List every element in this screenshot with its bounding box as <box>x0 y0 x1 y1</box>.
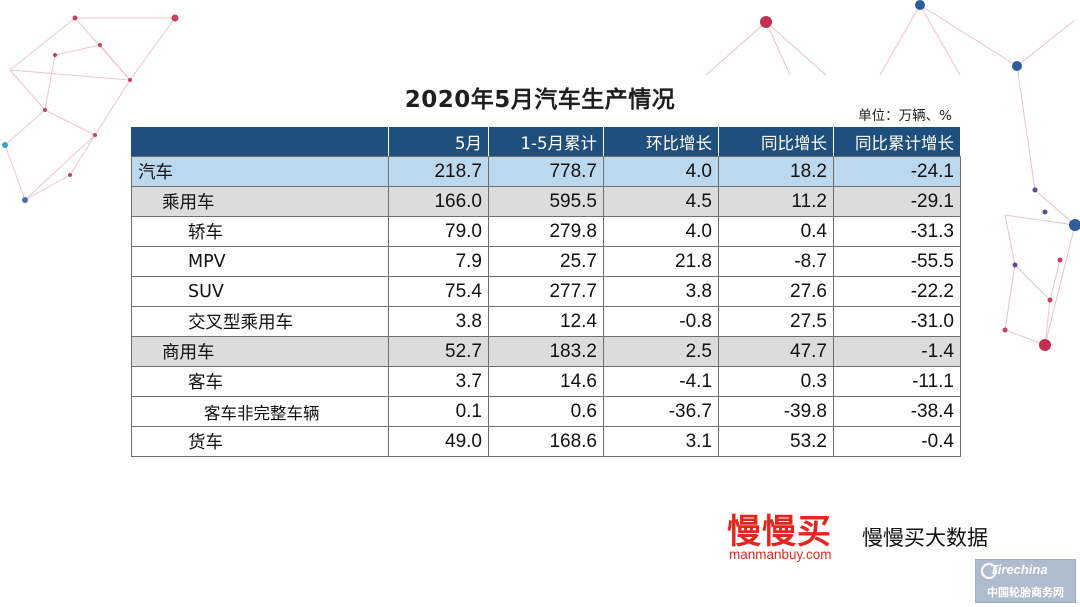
table-cell: 79.0 <box>388 216 489 247</box>
table-row: 交叉型乘用车 3.8 12.4 -0.8 27.5 -31.0 <box>131 306 961 337</box>
row-label: 客车非完整车辆 <box>131 396 389 427</box>
table-cell: -29.1 <box>833 186 961 217</box>
row-label: 商用车 <box>131 336 389 367</box>
header-may: 5月 <box>388 126 489 157</box>
table-cell: 25.7 <box>488 246 604 277</box>
table-cell: -31.3 <box>833 216 961 247</box>
header-mom-growth: 环比增长 <box>603 126 719 157</box>
table-cell: 3.8 <box>388 306 489 337</box>
table-cell: 3.7 <box>388 366 489 397</box>
row-label: SUV <box>131 276 389 307</box>
table-cell: -39.8 <box>718 396 834 427</box>
table-cell: -8.7 <box>718 246 834 277</box>
table-cell: -24.1 <box>833 156 961 187</box>
table-row: MPV 7.9 25.7 21.8 -8.7 -55.5 <box>131 246 961 277</box>
row-label: 货车 <box>131 426 389 457</box>
row-label: 轿车 <box>131 216 389 247</box>
table-row: 汽车 218.7 778.7 4.0 18.2 -24.1 <box>131 156 961 187</box>
production-table: 5月 1-5月累计 环比增长 同比增长 同比累计增长 汽车 218.7 778.7 4… <box>131 126 961 457</box>
table-cell: 11.2 <box>718 186 834 217</box>
table-row: SUV 75.4 277.7 3.8 27.6 -22.2 <box>131 276 961 307</box>
table-cell: 21.8 <box>603 246 719 277</box>
header-jan-may-cumulative: 1-5月累计 <box>488 126 604 157</box>
table-cell: -36.7 <box>603 396 719 427</box>
table-cell: 27.5 <box>718 306 834 337</box>
table-cell: -0.4 <box>833 426 961 457</box>
table-cell: 49.0 <box>388 426 489 457</box>
table-row: 乘用车 166.0 595.5 4.5 11.2 -29.1 <box>131 186 961 217</box>
header-yoy-cumulative-growth: 同比累计增长 <box>833 126 961 157</box>
table-cell: -0.8 <box>603 306 719 337</box>
table-row: 客车 3.7 14.6 -4.1 0.3 -11.1 <box>131 366 961 397</box>
table-cell: 778.7 <box>488 156 604 187</box>
table-cell: 7.9 <box>388 246 489 277</box>
unit-label: 单位：万辆、% <box>858 108 952 124</box>
table-cell: 27.6 <box>718 276 834 307</box>
table-cell: 595.5 <box>488 186 604 217</box>
table-cell: 3.1 <box>603 426 719 457</box>
brand-tagline: 慢慢买大数据 <box>862 526 988 550</box>
row-label: 客车 <box>131 366 389 397</box>
table-cell: -1.4 <box>833 336 961 367</box>
table-cell: -55.5 <box>833 246 961 277</box>
table-cell: 12.4 <box>488 306 604 337</box>
table-cell: 0.6 <box>488 396 604 427</box>
table-row: 客车非完整车辆 0.1 0.6 -36.7 -39.8 -38.4 <box>131 396 961 427</box>
table-header-row: 5月 1-5月累计 环比增长 同比增长 同比累计增长 <box>131 126 961 157</box>
table-cell: 183.2 <box>488 336 604 367</box>
tire-icon <box>981 563 997 579</box>
table-cell: 168.6 <box>488 426 604 457</box>
table-cell: 18.2 <box>718 156 834 187</box>
table-cell: 47.7 <box>718 336 834 367</box>
table-cell: -31.0 <box>833 306 961 337</box>
watermark-text: 中国轮胎商务网 <box>987 586 1064 599</box>
table-cell: 277.7 <box>488 276 604 307</box>
table-body: 汽车 218.7 778.7 4.0 18.2 -24.1 乘用车 166.0 595.5 4.5… <box>131 156 961 457</box>
table-row: 轿车 79.0 279.8 4.0 0.4 -31.3 <box>131 216 961 247</box>
table-cell: 53.2 <box>718 426 834 457</box>
page-title: 2020年5月汽车生产情况 <box>404 87 676 113</box>
table-cell: 52.7 <box>388 336 489 367</box>
table-cell: 218.7 <box>388 156 489 187</box>
table-cell: -38.4 <box>833 396 961 427</box>
table-cell: 75.4 <box>388 276 489 307</box>
row-label: MPV <box>131 246 389 277</box>
watermark-logo: Tirechina <box>990 562 1048 577</box>
table-cell: 4.0 <box>603 216 719 247</box>
table-cell: 2.5 <box>603 336 719 367</box>
table-cell: 0.3 <box>718 366 834 397</box>
row-label: 交叉型乘用车 <box>131 306 389 337</box>
table-cell: -4.1 <box>603 366 719 397</box>
table-cell: 166.0 <box>388 186 489 217</box>
watermark: Tirechina 中国轮胎商务网 <box>975 559 1076 603</box>
header-category <box>131 126 389 157</box>
row-label: 乘用车 <box>131 186 389 217</box>
table-cell: 14.6 <box>488 366 604 397</box>
table-cell: 4.0 <box>603 156 719 187</box>
table-cell: 4.5 <box>603 186 719 217</box>
row-label: 汽车 <box>131 156 389 187</box>
table-cell: -11.1 <box>833 366 961 397</box>
table-cell: 279.8 <box>488 216 604 247</box>
table-row: 商用车 52.7 183.2 2.5 47.7 -1.4 <box>131 336 961 367</box>
brand-url: manmanbuy.com <box>729 547 832 562</box>
header-yoy-growth: 同比增长 <box>718 126 834 157</box>
table-cell: 3.8 <box>603 276 719 307</box>
table-cell: -22.2 <box>833 276 961 307</box>
brand-logo: 慢慢买 <box>727 512 832 552</box>
table-row: 货车 49.0 168.6 3.1 53.2 -0.4 <box>131 426 961 457</box>
table-cell: 0.1 <box>388 396 489 427</box>
table-cell: 0.4 <box>718 216 834 247</box>
